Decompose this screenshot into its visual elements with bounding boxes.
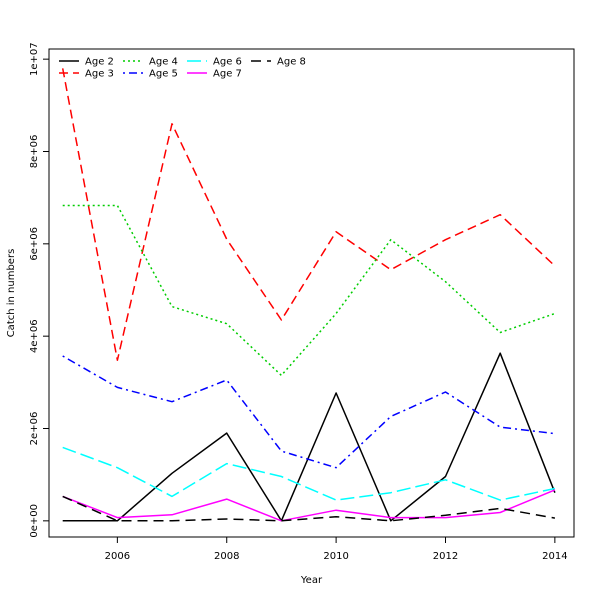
legend-label: Age 6 bbox=[213, 57, 242, 68]
series-layer bbox=[61, 68, 556, 522]
series-line-age-8 bbox=[62, 495, 556, 522]
y-tick-label: 8e+06 bbox=[29, 135, 40, 169]
series-line-age-2 bbox=[62, 352, 556, 522]
y-axis-title: Catch in numbers bbox=[6, 249, 17, 338]
legend-label: Age 8 bbox=[277, 57, 306, 68]
series-line-age-6 bbox=[62, 446, 556, 501]
y-tick-label: 6e+06 bbox=[29, 227, 40, 261]
y-axis: 0e+00 2e+06 4e+06 6e+06 8e+06 1e+07 bbox=[29, 42, 49, 538]
x-tick-label: 2006 bbox=[105, 551, 130, 562]
x-tick-label: 2010 bbox=[323, 551, 348, 562]
y-tick-label: 2e+06 bbox=[29, 412, 40, 446]
legend-label: Age 7 bbox=[213, 69, 242, 80]
x-tick-label: 2012 bbox=[433, 551, 458, 562]
legend-label: Age 3 bbox=[85, 69, 114, 80]
series-line-age-3 bbox=[61, 68, 556, 361]
y-tick-label: 0e+00 bbox=[29, 504, 40, 538]
legend-label: Age 2 bbox=[85, 57, 114, 68]
y-tick-label: 4e+06 bbox=[29, 319, 40, 353]
series-line-age-5 bbox=[62, 355, 555, 469]
x-tick-label: 2014 bbox=[542, 551, 567, 562]
x-axis-title: Year bbox=[300, 575, 323, 586]
legend-label: Age 5 bbox=[149, 69, 178, 80]
x-tick-label: 2008 bbox=[214, 551, 239, 562]
x-axis: 2006 2008 2010 2012 2014 bbox=[105, 537, 568, 562]
y-tick-label: 1e+07 bbox=[29, 42, 40, 76]
series-line-age-4 bbox=[62, 204, 556, 377]
series-line-age-7 bbox=[62, 489, 556, 522]
legend-label: Age 4 bbox=[149, 57, 178, 68]
plot-frame bbox=[48, 48, 575, 538]
